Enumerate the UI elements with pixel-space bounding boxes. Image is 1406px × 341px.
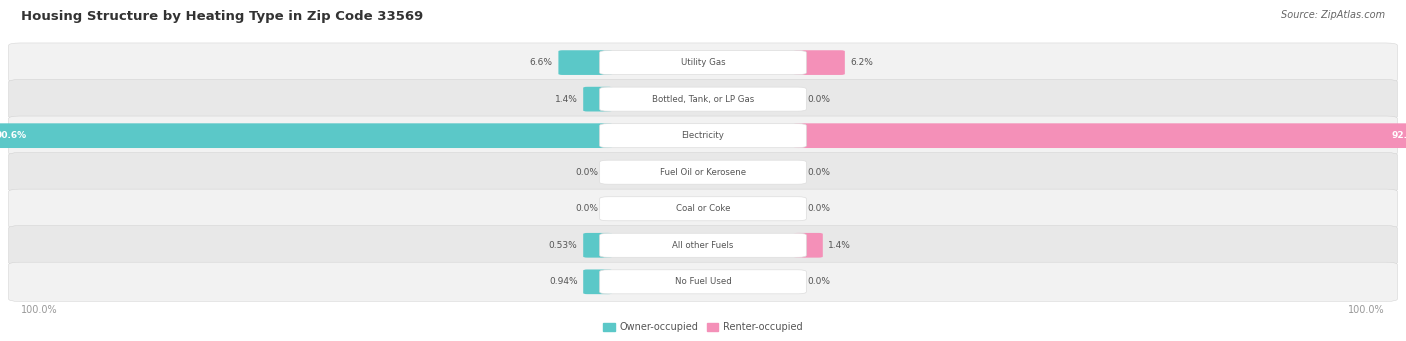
Text: Bottled, Tank, or LP Gas: Bottled, Tank, or LP Gas bbox=[652, 95, 754, 104]
FancyBboxPatch shape bbox=[0, 123, 613, 148]
FancyBboxPatch shape bbox=[793, 233, 823, 258]
FancyBboxPatch shape bbox=[793, 123, 1406, 148]
Text: 92.4%: 92.4% bbox=[1392, 131, 1406, 140]
FancyBboxPatch shape bbox=[8, 79, 1398, 119]
FancyBboxPatch shape bbox=[599, 50, 807, 75]
FancyBboxPatch shape bbox=[599, 270, 807, 294]
Text: 0.0%: 0.0% bbox=[575, 168, 599, 177]
Text: 0.94%: 0.94% bbox=[548, 277, 578, 286]
FancyBboxPatch shape bbox=[8, 43, 1398, 82]
Text: Coal or Coke: Coal or Coke bbox=[676, 204, 730, 213]
Text: 0.53%: 0.53% bbox=[548, 241, 578, 250]
Text: Housing Structure by Heating Type in Zip Code 33569: Housing Structure by Heating Type in Zip… bbox=[21, 10, 423, 23]
FancyBboxPatch shape bbox=[599, 233, 807, 257]
FancyBboxPatch shape bbox=[583, 87, 613, 112]
Text: Source: ZipAtlas.com: Source: ZipAtlas.com bbox=[1281, 10, 1385, 20]
Text: Fuel Oil or Kerosene: Fuel Oil or Kerosene bbox=[659, 168, 747, 177]
Text: 0.0%: 0.0% bbox=[575, 204, 599, 213]
Text: 0.0%: 0.0% bbox=[808, 168, 831, 177]
Text: 90.6%: 90.6% bbox=[0, 131, 27, 140]
Text: All other Fuels: All other Fuels bbox=[672, 241, 734, 250]
Text: 100.0%: 100.0% bbox=[21, 305, 58, 315]
Text: Electricity: Electricity bbox=[682, 131, 724, 140]
FancyBboxPatch shape bbox=[583, 269, 613, 294]
FancyBboxPatch shape bbox=[599, 160, 807, 184]
Text: 6.2%: 6.2% bbox=[851, 58, 873, 67]
FancyBboxPatch shape bbox=[8, 189, 1398, 228]
Text: Utility Gas: Utility Gas bbox=[681, 58, 725, 67]
FancyBboxPatch shape bbox=[599, 124, 807, 148]
FancyBboxPatch shape bbox=[8, 262, 1398, 301]
FancyBboxPatch shape bbox=[583, 233, 613, 258]
Text: 6.6%: 6.6% bbox=[530, 58, 553, 67]
FancyBboxPatch shape bbox=[8, 116, 1398, 155]
Text: 0.0%: 0.0% bbox=[808, 95, 831, 104]
FancyBboxPatch shape bbox=[599, 197, 807, 221]
FancyBboxPatch shape bbox=[558, 50, 613, 75]
Text: No Fuel Used: No Fuel Used bbox=[675, 277, 731, 286]
FancyBboxPatch shape bbox=[793, 50, 845, 75]
FancyBboxPatch shape bbox=[599, 87, 807, 111]
FancyBboxPatch shape bbox=[8, 226, 1398, 265]
Legend: Owner-occupied, Renter-occupied: Owner-occupied, Renter-occupied bbox=[599, 318, 807, 336]
Text: 100.0%: 100.0% bbox=[1348, 305, 1385, 315]
Text: 0.0%: 0.0% bbox=[808, 277, 831, 286]
Text: 1.4%: 1.4% bbox=[555, 95, 578, 104]
Text: 0.0%: 0.0% bbox=[808, 204, 831, 213]
Text: 1.4%: 1.4% bbox=[828, 241, 851, 250]
FancyBboxPatch shape bbox=[8, 152, 1398, 192]
